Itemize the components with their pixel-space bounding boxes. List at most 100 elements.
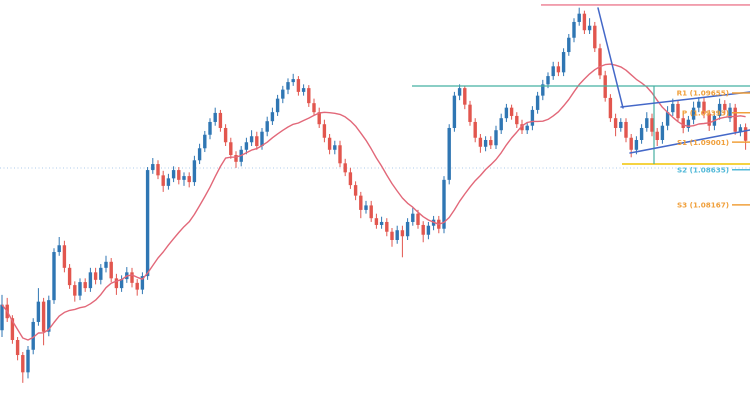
candle-down	[353, 185, 358, 196]
candle-up	[686, 119, 691, 128]
candle-down	[582, 13, 587, 31]
candle-down	[650, 118, 654, 132]
candle-down	[400, 230, 405, 237]
candle-up	[442, 179, 446, 229]
candle-up	[494, 130, 498, 146]
candle-down	[515, 115, 519, 125]
candle-down	[135, 282, 139, 290]
steep-downtrend-line[interactable]	[597, 7, 624, 109]
candle-up	[249, 136, 254, 143]
candle-down	[312, 103, 316, 113]
candle-down	[15, 340, 20, 356]
candle-up	[364, 205, 368, 210]
candle-up	[697, 101, 701, 108]
candle-down	[369, 205, 373, 219]
candle-up	[265, 121, 269, 132]
candle-up	[260, 131, 264, 147]
candle-down	[83, 282, 87, 289]
candle-down	[608, 97, 613, 119]
channel-lower-line[interactable]	[629, 129, 750, 154]
candle-up	[78, 282, 82, 296]
candle-down	[489, 140, 493, 146]
candle-up	[88, 272, 93, 289]
candle-down	[177, 170, 181, 180]
candle-up	[405, 221, 410, 237]
candle-down	[655, 131, 659, 140]
candle-down	[296, 79, 301, 92]
candle-down	[41, 301, 46, 332]
candle-down	[73, 285, 77, 296]
candle-down	[156, 164, 160, 176]
candle-down	[130, 272, 134, 283]
candle-up	[577, 13, 581, 22]
candle-down	[255, 136, 259, 147]
candle-up	[99, 267, 103, 280]
candle-down	[702, 101, 706, 114]
candle-up	[140, 276, 145, 290]
candle-down	[509, 107, 514, 116]
candle-up	[587, 25, 592, 31]
candle-up	[728, 107, 732, 119]
candle-up	[333, 145, 337, 150]
candle-up	[738, 127, 743, 132]
candle-up	[660, 125, 665, 140]
candle-down	[598, 48, 602, 76]
candle-down	[707, 113, 711, 126]
candle-up	[483, 140, 488, 147]
candle-down	[343, 163, 347, 173]
candle-down	[359, 195, 363, 210]
candle-up	[208, 121, 212, 135]
candle-down	[338, 145, 342, 164]
candle-up	[192, 160, 197, 183]
candle-down	[390, 231, 394, 240]
candle-down	[223, 127, 228, 143]
candle-down	[473, 121, 477, 138]
candle-down	[67, 267, 72, 286]
candle-up	[31, 321, 35, 350]
candle-down	[161, 175, 165, 186]
candle-up	[151, 164, 155, 171]
candle-up	[104, 261, 108, 268]
candle-up	[26, 349, 30, 373]
candle-down	[348, 172, 353, 186]
candle-up	[447, 127, 451, 180]
candle-down	[93, 272, 98, 280]
candle-up	[197, 148, 202, 161]
candle-down	[629, 137, 633, 150]
candle-up	[379, 221, 384, 225]
candle-up	[572, 21, 576, 38]
candle-up	[546, 76, 550, 85]
candle-up	[525, 125, 529, 131]
candle-up	[535, 95, 540, 110]
candle-down	[416, 213, 420, 225]
candle-down	[229, 142, 233, 156]
candle-up	[411, 213, 415, 222]
candle-down	[733, 107, 737, 132]
candle-down	[114, 278, 119, 289]
candle-up	[567, 37, 571, 53]
channel-upper-line[interactable]	[620, 91, 750, 108]
candle-up	[665, 112, 670, 126]
pivot-label-R1: R1 (1.09655)	[677, 89, 729, 98]
candle-up	[551, 66, 555, 77]
candle-up	[286, 82, 290, 90]
pivot-label-S3: S3 (1.08167)	[677, 200, 729, 209]
candle-up	[504, 107, 509, 119]
candle-up	[270, 112, 275, 122]
candle-down	[624, 121, 628, 138]
candle-up	[0, 304, 4, 331]
pivot-label-S2: S2 (1.08635)	[677, 165, 729, 174]
candle-down	[385, 221, 389, 232]
candle-down	[463, 88, 467, 105]
candle-down	[374, 218, 379, 225]
candle-up	[52, 252, 56, 301]
candle-down	[62, 245, 67, 268]
candle-up	[203, 134, 207, 149]
candle-up	[57, 245, 61, 253]
candle-down	[109, 261, 113, 279]
candle-down	[187, 176, 191, 183]
candle-up	[530, 109, 535, 126]
candle-up	[541, 84, 545, 96]
